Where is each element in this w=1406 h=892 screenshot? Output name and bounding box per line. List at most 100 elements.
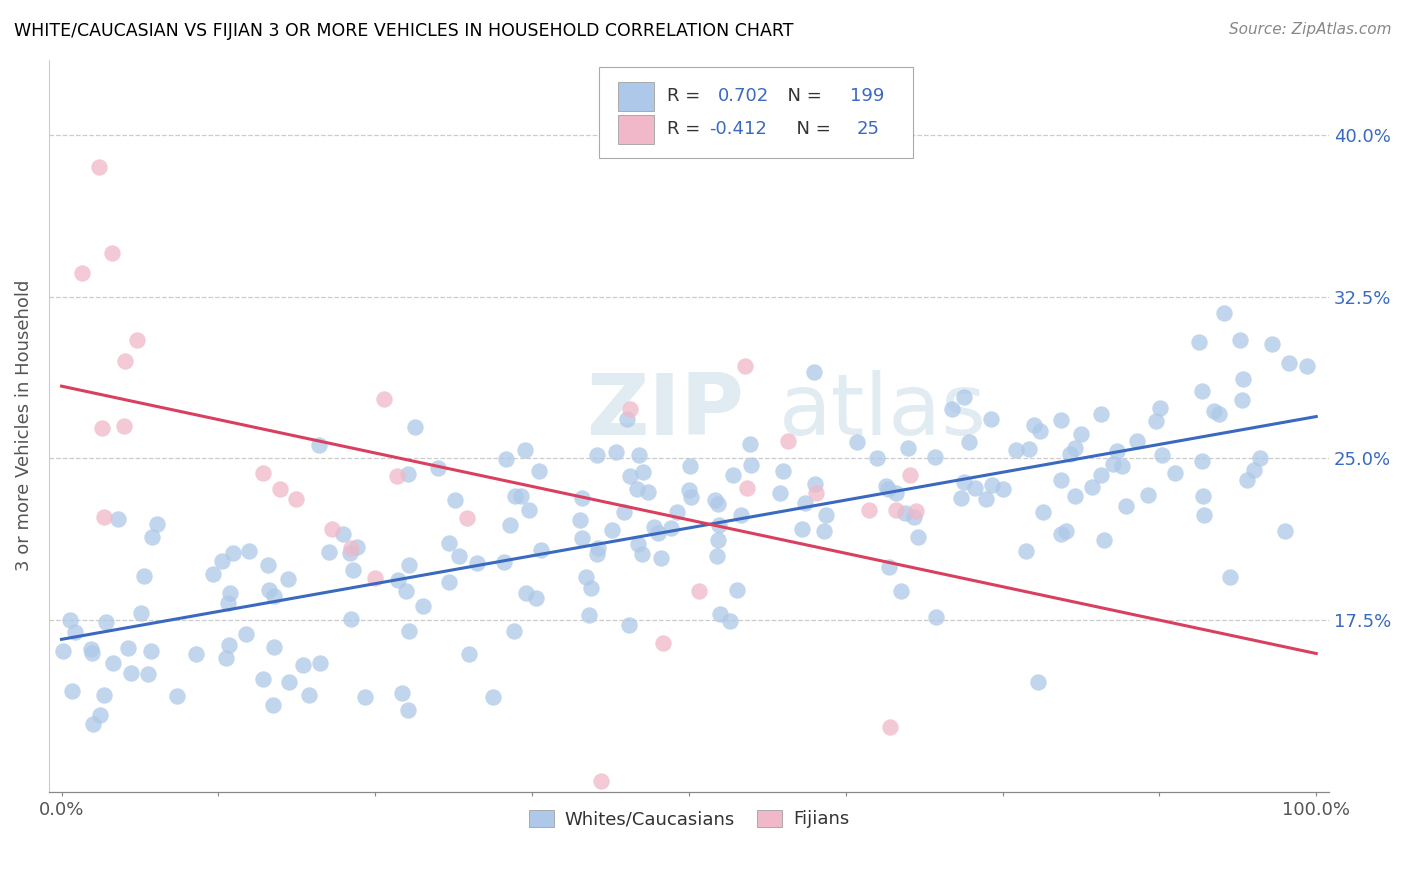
Point	[321, 522, 343, 536]
Point	[396, 467, 419, 481]
Text: WHITE/CAUCASIAN VS FIJIAN 3 OR MORE VEHICLES IN HOUSEHOLD CORRELATION CHART: WHITE/CAUCASIAN VS FIJIAN 3 OR MORE VEHI…	[14, 22, 793, 40]
Point	[725, 583, 748, 598]
Legend: Whites/Caucasians, Fijians: Whites/Caucasians, Fijians	[522, 803, 856, 836]
Point	[1192, 508, 1215, 522]
Point	[1191, 489, 1213, 503]
Point	[257, 583, 280, 598]
Point	[586, 541, 609, 556]
Point	[619, 401, 641, 416]
Point	[481, 690, 503, 705]
Point	[513, 442, 536, 457]
Point	[681, 490, 703, 504]
Point	[262, 698, 284, 713]
Point	[1261, 337, 1284, 351]
Point	[981, 478, 1004, 492]
Point	[659, 521, 682, 535]
Point	[1050, 526, 1073, 541]
Text: ZIP: ZIP	[586, 369, 744, 452]
Point	[373, 392, 395, 407]
Point	[706, 549, 728, 563]
Point	[277, 572, 299, 586]
Point	[93, 510, 115, 524]
Point	[93, 688, 115, 702]
Point	[398, 624, 420, 638]
Point	[107, 512, 129, 526]
Point	[1049, 473, 1071, 487]
Point	[626, 482, 648, 496]
Point	[308, 438, 330, 452]
Point	[219, 586, 242, 600]
Point	[398, 558, 420, 572]
Point	[517, 503, 540, 517]
Point	[617, 617, 640, 632]
Point	[318, 544, 340, 558]
Point	[571, 491, 593, 505]
Point	[1004, 443, 1026, 458]
Point	[139, 644, 162, 658]
Point	[346, 540, 368, 554]
Point	[776, 434, 799, 448]
Point	[772, 464, 794, 478]
Point	[965, 481, 987, 495]
Point	[1070, 427, 1092, 442]
Y-axis label: 3 or more Vehicles in Household: 3 or more Vehicles in Household	[15, 280, 32, 572]
Point	[332, 526, 354, 541]
Point	[1164, 467, 1187, 481]
Point	[292, 658, 315, 673]
Point	[631, 547, 654, 561]
Point	[976, 491, 998, 506]
Point	[166, 689, 188, 703]
Point	[252, 673, 274, 687]
Point	[924, 610, 946, 624]
Point	[1102, 457, 1125, 471]
Point	[571, 531, 593, 545]
Point	[706, 533, 728, 547]
Point	[1059, 447, 1081, 461]
Point	[284, 492, 307, 507]
Point	[278, 675, 301, 690]
Text: N =: N =	[776, 87, 827, 105]
Text: 0.702: 0.702	[718, 87, 769, 105]
Point	[924, 450, 946, 465]
Point	[643, 520, 665, 534]
Point	[866, 450, 889, 465]
Point	[709, 607, 731, 622]
Point	[1150, 448, 1173, 462]
Point	[1219, 570, 1241, 584]
Point	[815, 508, 838, 522]
Point	[494, 555, 516, 569]
Point	[1274, 524, 1296, 538]
Point	[581, 582, 603, 596]
Point	[884, 502, 907, 516]
Point	[679, 459, 702, 474]
Point	[503, 624, 526, 639]
Point	[631, 466, 654, 480]
Point	[1090, 468, 1112, 483]
Point	[877, 560, 900, 574]
Point	[495, 451, 517, 466]
Point	[465, 556, 488, 570]
Point	[803, 365, 825, 379]
Point	[898, 467, 921, 482]
Point	[509, 489, 531, 503]
Point	[769, 485, 792, 500]
Point	[897, 442, 920, 456]
Point	[114, 353, 136, 368]
Point	[117, 641, 139, 656]
Point	[1208, 407, 1230, 421]
Point	[666, 505, 689, 519]
Point	[707, 497, 730, 511]
Point	[637, 485, 659, 500]
Point	[342, 563, 364, 577]
Point	[1213, 306, 1236, 320]
Point	[125, 333, 148, 347]
FancyBboxPatch shape	[619, 81, 654, 111]
Point	[858, 503, 880, 517]
Point	[626, 537, 648, 551]
Point	[575, 570, 598, 584]
Point	[449, 549, 471, 564]
Point	[339, 612, 361, 626]
Point	[112, 418, 135, 433]
Text: R =: R =	[666, 87, 706, 105]
Point	[63, 625, 86, 640]
